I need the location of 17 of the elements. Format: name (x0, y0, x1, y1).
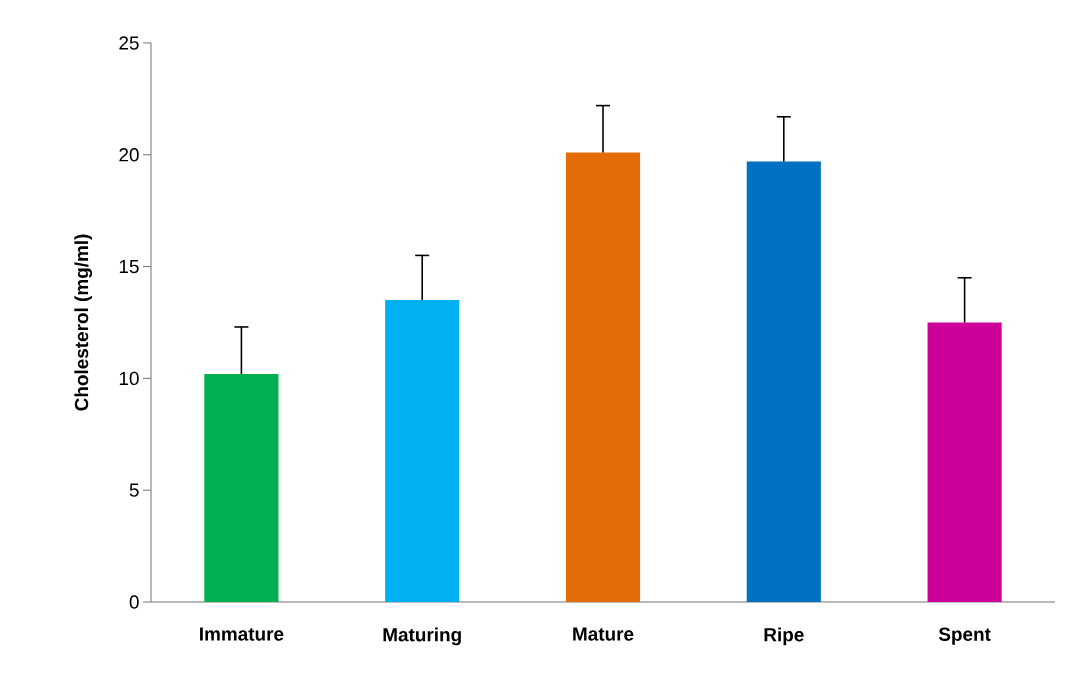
x-tick-label: Maturing (383, 627, 461, 646)
bar (927, 322, 1002, 602)
y-tick-label: 25 (119, 36, 139, 50)
y-tick-label: 0 (129, 595, 139, 609)
bar (565, 152, 641, 602)
bar (746, 161, 821, 602)
y-axis-title: Cholesterol (mg/ml) (74, 234, 93, 411)
y-tick-label: 10 (119, 371, 139, 386)
x-tick-label: Spent (938, 627, 991, 645)
y-tick-label: 15 (119, 259, 139, 274)
x-tick-label: Mature (573, 627, 634, 641)
y-tick-label: 20 (119, 148, 139, 162)
x-tick-label: Immature (200, 627, 284, 641)
y-tick-label: 5 (129, 483, 139, 497)
bar (385, 300, 460, 602)
x-tick-label: Ripe (764, 627, 804, 646)
bar (204, 373, 279, 602)
